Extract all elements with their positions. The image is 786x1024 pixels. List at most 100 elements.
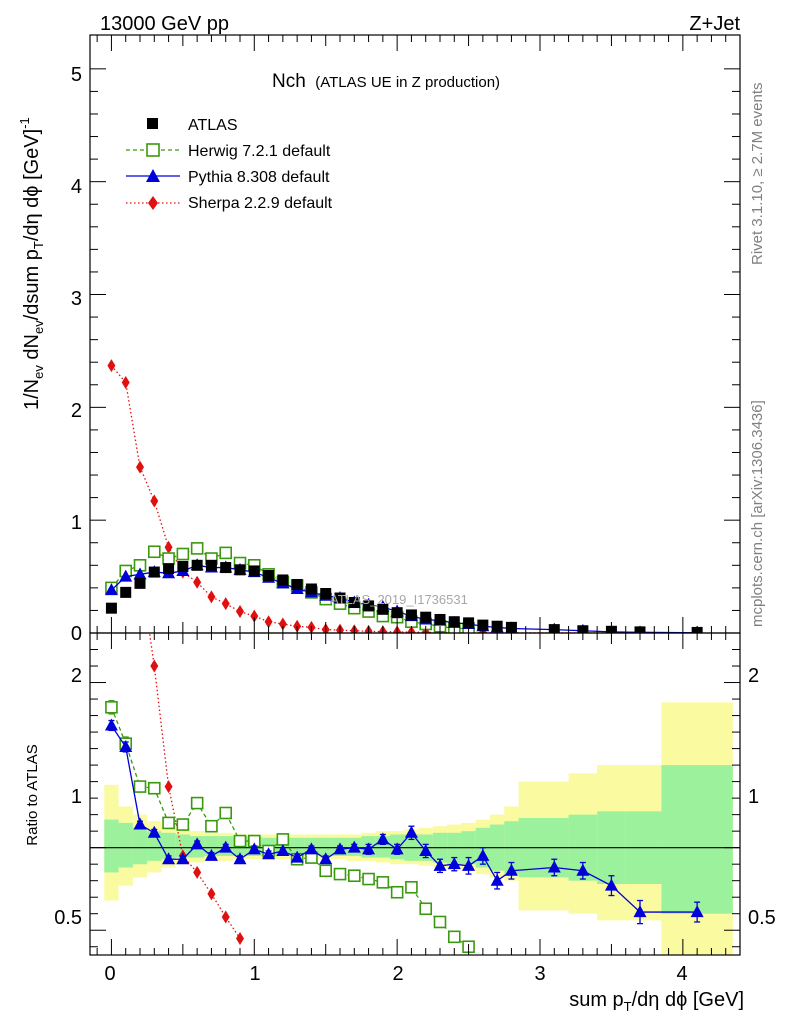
main-point-pythia xyxy=(133,567,147,580)
ratio-point-pythia xyxy=(347,840,361,853)
ratio-point-pythia xyxy=(204,848,218,861)
header-left: 13000 GeV pp xyxy=(100,13,229,35)
ratio-point-pythia xyxy=(190,837,204,850)
ratio-point-pythia xyxy=(319,852,333,865)
ratio-point-pythia xyxy=(162,852,176,865)
main-point-atlas xyxy=(405,609,417,621)
main-point-atlas xyxy=(234,564,246,576)
main-point-sherpa xyxy=(221,597,230,611)
main-ytick-label: 0 xyxy=(71,623,82,645)
main-tick-labels: 0 1 2 3 4 5 xyxy=(71,64,82,645)
ratio-point-pythia xyxy=(276,843,290,856)
main-point-atlas xyxy=(263,569,275,581)
ratio-point-pythia xyxy=(290,850,304,863)
ratio-point-pythia xyxy=(133,817,147,830)
main-line-sherpa xyxy=(110,365,698,633)
rivet-note: Rivet 3.1.10, ≥ 2.7M events xyxy=(749,83,766,266)
ratio-panel: 0.5 1 2 0.5 1 2 0 1 2 3 4 Ratio to ATLAS… xyxy=(24,632,776,1014)
main-point-atlas xyxy=(320,588,332,600)
ratio-point-herwig xyxy=(376,876,390,889)
plot-title: Nch (ATLAS UE in Z production) xyxy=(272,71,500,92)
ratio-point-pythia xyxy=(104,718,118,731)
main-point-herwig xyxy=(176,547,190,561)
main-ytick-label: 3 xyxy=(71,288,82,310)
ratio-xtick-label: 2 xyxy=(392,963,403,985)
main-point-herwig xyxy=(147,545,161,559)
ratio-point-herwig xyxy=(390,885,404,899)
main-point-atlas xyxy=(148,566,160,578)
legend-label-herwig: Herwig 7.2.1 default xyxy=(188,143,331,160)
main-point-atlas xyxy=(163,563,175,575)
ratio-ylabel: Ratio to ATLAS xyxy=(24,744,41,845)
ratio-ytick-label-left: 2 xyxy=(71,665,82,687)
ratio-point-pythia xyxy=(462,858,476,871)
main-point-atlas xyxy=(334,592,346,604)
main-point-atlas xyxy=(120,586,132,598)
ratio-point-herwig xyxy=(319,864,333,878)
source-note: mcplots.cern.ch [arXiv:1306.3436] xyxy=(749,400,766,627)
ratio-point-herwig xyxy=(190,796,204,810)
watermark: ATLAS_2019_I1736531 xyxy=(330,592,468,607)
ratio-point-herwig xyxy=(347,869,361,883)
ratio-point-pythia xyxy=(690,905,704,918)
ratio-point-pythia xyxy=(219,840,233,853)
ratio-band-inner xyxy=(318,837,333,856)
ratio-plot-area xyxy=(90,633,740,955)
legend-marker-herwig xyxy=(146,143,160,157)
ratio-point-herwig xyxy=(333,867,347,881)
ratio-point-pythia xyxy=(304,842,318,855)
header-right: Z+Jet xyxy=(689,13,740,35)
ratio-band-inner xyxy=(290,837,305,856)
ratio-line-sherpa xyxy=(148,633,241,939)
ratio-point-herwig xyxy=(205,819,218,833)
ratio-point-pythia xyxy=(576,863,590,876)
main-ylabel: 1/Nev dNev/dsum pT/dη dϕ [GeV]-1 xyxy=(17,117,46,410)
ratio-point-pythia xyxy=(419,843,433,856)
main-point-atlas xyxy=(134,577,146,589)
ratio-xlabel: sum pT/dη dϕ [GeV] xyxy=(569,989,744,1014)
ratio-ytick-label-left: 1 xyxy=(71,786,82,808)
main-point-pythia xyxy=(104,583,118,596)
ratio-ytick-label-right: 0.5 xyxy=(748,907,776,929)
main-point-sherpa xyxy=(164,540,173,554)
ratio-ytick-label-right: 2 xyxy=(748,665,759,687)
main-point-sherpa xyxy=(250,609,259,623)
main-ytick-label: 4 xyxy=(71,176,82,198)
main-point-atlas xyxy=(363,600,375,612)
main-point-atlas xyxy=(177,560,189,572)
main-point-sherpa xyxy=(121,376,130,390)
ratio-point-herwig xyxy=(447,930,461,944)
ratio-point-pythia xyxy=(362,842,376,855)
main-point-sherpa xyxy=(193,575,202,589)
ratio-point-pythia xyxy=(247,842,261,855)
ratio-point-herwig xyxy=(176,818,190,831)
ratio-band-inner xyxy=(447,832,462,865)
ratio-xtick-label: 4 xyxy=(676,963,687,985)
main-point-sherpa xyxy=(150,494,159,508)
ratio-band-inner xyxy=(132,827,148,865)
main-point-atlas xyxy=(448,616,460,628)
ratio-point-herwig xyxy=(276,833,290,846)
main-point-sherpa xyxy=(264,615,273,629)
ratio-point-pythia xyxy=(490,873,504,886)
ratio-point-pythia xyxy=(633,905,647,918)
ratio-point-pythia xyxy=(504,863,518,876)
ratio-point-pythia xyxy=(404,825,418,838)
ratio-xtick-label: 3 xyxy=(534,963,545,985)
ratio-band-inner xyxy=(118,822,133,868)
ratio-ytick-label-left: 0.5 xyxy=(54,907,82,929)
ratio-band-inner xyxy=(104,819,119,873)
ratio-xtick-label: 1 xyxy=(249,963,260,985)
ratio-tick-labels: 0.5 1 2 0.5 1 2 0 1 2 3 4 xyxy=(54,665,776,985)
ratio-point-herwig xyxy=(405,880,418,894)
ratio-point-herwig xyxy=(419,902,433,916)
ratio-point-pythia xyxy=(233,852,247,865)
legend-marker-atlas xyxy=(147,118,158,129)
ratio-point-pythia xyxy=(547,860,561,873)
main-line-pythia xyxy=(110,564,698,633)
main-point-atlas xyxy=(434,613,446,625)
main-point-atlas xyxy=(420,611,432,623)
main-point-herwig xyxy=(162,552,175,565)
main-ytick-label: 5 xyxy=(71,64,82,86)
